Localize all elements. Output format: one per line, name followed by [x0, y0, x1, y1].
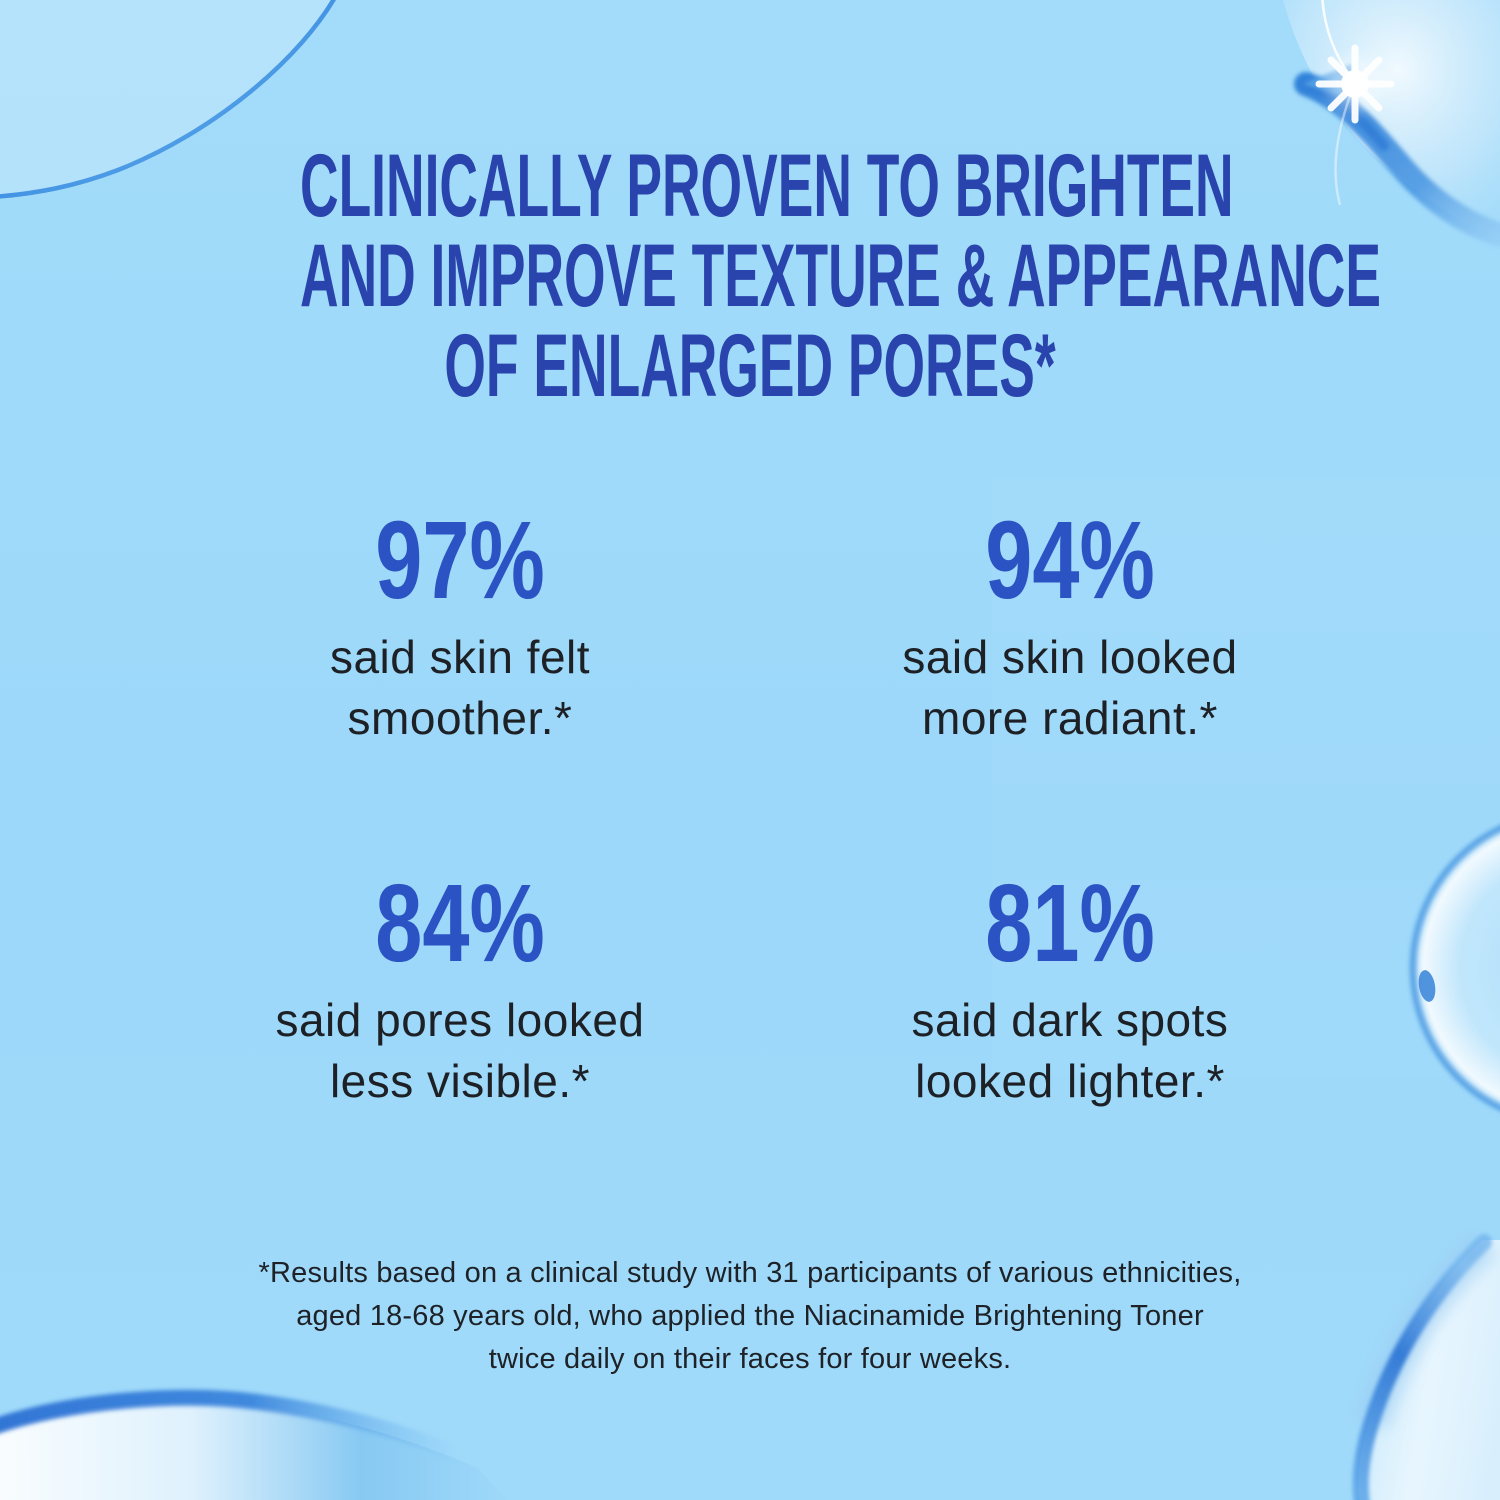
stat-label: said dark spots looked lighter.* [760, 990, 1380, 1112]
stat-value: 94% [985, 499, 1155, 622]
footnote: *Results based on a clinical study with … [0, 1252, 1500, 1381]
stat-label: said pores looked less visible.* [150, 990, 770, 1112]
stat-dark-spots-lighter: 81% said dark spots looked lighter.* [760, 868, 1380, 1112]
bubble-right-edge [1409, 824, 1500, 1112]
stat-label: said skin felt smoother.* [150, 627, 770, 749]
footnote-line: *Results based on a clinical study with … [258, 1257, 1242, 1289]
headline-line-3: OF ENLARGED PORES* [444, 315, 1056, 415]
stat-label-line: said pores looked [275, 994, 645, 1046]
stat-label-line: less visible.* [329, 1055, 591, 1107]
stat-label-line: smoother.* [347, 692, 573, 744]
stat-skin-smoother: 97% said skin felt smoother.* [150, 505, 770, 749]
stat-label-line: more radiant.* [922, 692, 1218, 744]
gel-droplet-top-right [1283, 0, 1500, 248]
stat-skin-radiant: 94% said skin looked more radiant.* [760, 505, 1380, 749]
headline-line-1: CLINICALLY PROVEN TO BRIGHTEN [299, 135, 1234, 235]
stat-label-line: said dark spots [911, 994, 1229, 1046]
stat-label-line: said skin looked [902, 631, 1238, 683]
gel-wave-bottom-left [0, 1389, 507, 1500]
stat-label: said skin looked more radiant.* [760, 627, 1380, 749]
stat-value: 84% [375, 862, 545, 985]
footnote-line: aged 18-68 years old, who applied the Ni… [296, 1300, 1204, 1332]
stat-label-line: looked lighter.* [915, 1055, 1225, 1107]
sparkle-icon [1315, 44, 1395, 124]
headline: CLINICALLY PROVEN TO BRIGHTEN AND IMPROV… [299, 135, 1381, 415]
headline-line-2: AND IMPROVE TEXTURE & APPEARANCE [299, 225, 1381, 325]
stat-value: 97% [375, 499, 545, 622]
stat-label-line: said skin felt [329, 631, 591, 683]
footnote-line: twice daily on their faces for four week… [488, 1343, 1012, 1375]
stat-pores-less-visible: 84% said pores looked less visible.* [150, 868, 770, 1112]
stat-value: 81% [985, 862, 1155, 985]
bubble-outline-top-left [0, 0, 336, 199]
